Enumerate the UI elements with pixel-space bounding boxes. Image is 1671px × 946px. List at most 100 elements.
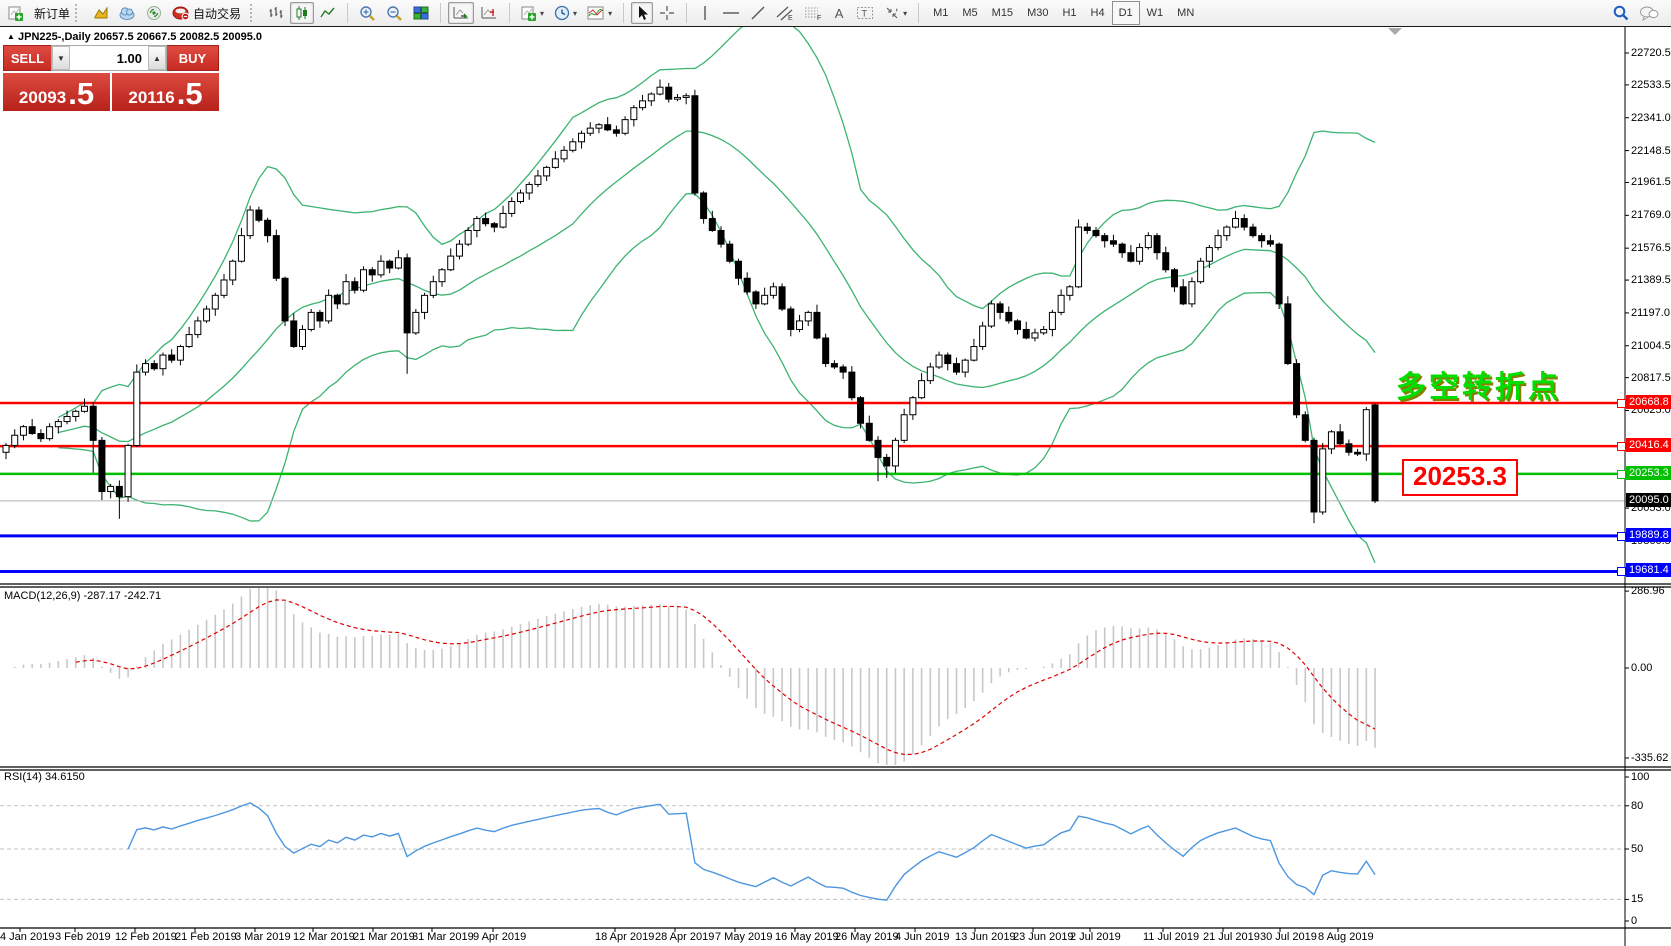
arrows-dropdown[interactable]: ▾ [880, 2, 911, 24]
new-order-label[interactable]: 新订单 [34, 6, 71, 21]
level-connector [1617, 399, 1626, 409]
sell-button[interactable]: SELL [3, 45, 51, 71]
new-order-button[interactable] [4, 2, 28, 24]
candle-body [891, 439, 899, 467]
candle-body [11, 434, 19, 446]
candle-body [1136, 247, 1144, 262]
sell-price[interactable]: 20093 .5 [3, 73, 110, 111]
buy-button[interactable]: BUY [167, 45, 219, 71]
timeframe-D1[interactable]: D1 [1111, 1, 1140, 25]
indicators-dropdown[interactable]: ▾ [583, 2, 616, 24]
date-label: 18 Apr 2019 [595, 931, 655, 943]
zoom-out-button[interactable] [382, 2, 407, 24]
autotrading-button[interactable]: 自动交易 [168, 2, 245, 24]
timeframe-M15[interactable]: M15 [991, 7, 1014, 19]
price-tick-label: 21004.5 [1631, 339, 1671, 352]
volume-increase-button[interactable]: ▲ [148, 46, 166, 70]
candle-body [918, 380, 926, 399]
candle-body [586, 127, 594, 134]
candle-body [1284, 303, 1292, 365]
fibonacci-button[interactable]: F [800, 2, 826, 24]
zoom-in-icon [360, 5, 375, 21]
text-label-button[interactable]: T [852, 2, 878, 24]
date-label: 3 Feb 2019 [55, 931, 111, 943]
volume-decrease-button[interactable]: ▼ [52, 46, 70, 70]
scroll-marker-icon[interactable] [1388, 28, 1402, 35]
candle-body [987, 303, 995, 327]
candle-body [979, 325, 987, 348]
timeframe-M1[interactable]: M1 [933, 7, 949, 19]
candle-body [377, 260, 385, 276]
candle-body [1266, 240, 1274, 245]
candle-body [1301, 414, 1309, 441]
signals-icon [147, 6, 162, 20]
candle-body [682, 95, 690, 98]
price-tick-label: 20817.5 [1631, 371, 1671, 384]
chart-shift-button[interactable] [476, 2, 502, 24]
one-click-trading-panel: SELL ▼ 1.00 ▲ BUY 20093 .5 20116 .5 [3, 45, 219, 111]
timeframe-W1[interactable]: W1 [1146, 7, 1164, 19]
new-chart-dropdown[interactable]: ▾ [517, 2, 548, 24]
chart-title: ▲ JPN225-,Daily 20657.5 20667.5 20082.5 … [7, 31, 262, 43]
candle-body [639, 100, 647, 109]
date-label: 2 Jul 2019 [1070, 931, 1121, 943]
candle-body [1232, 218, 1240, 228]
crosshair-button[interactable] [655, 2, 679, 24]
collapse-triangle-icon[interactable]: ▲ [7, 32, 15, 41]
text-button[interactable]: A [828, 2, 850, 24]
auto-scroll-button[interactable] [448, 2, 475, 24]
vertical-line-button[interactable] [694, 2, 716, 24]
candle-body [1249, 226, 1257, 237]
history-center-button[interactable] [89, 2, 113, 24]
bar-chart-button[interactable] [264, 2, 288, 24]
candle-body [176, 346, 184, 361]
candle-body [194, 320, 202, 336]
line-chart-button[interactable] [316, 2, 340, 24]
trendline-button[interactable] [746, 2, 770, 24]
zoom-in-button[interactable] [355, 2, 380, 24]
candle-body [211, 294, 219, 310]
price-tick-label: 21961.5 [1631, 176, 1671, 189]
periods-dropdown[interactable]: ▾ [550, 2, 581, 24]
cursor-button[interactable] [631, 2, 654, 24]
timeframe-M5[interactable]: M5 [962, 7, 978, 19]
chart-canvas[interactable] [0, 27, 1671, 946]
candle-body [298, 328, 306, 348]
candle-body [961, 359, 969, 373]
candle-body [647, 93, 655, 102]
candle-body [185, 334, 193, 348]
candle-body [54, 421, 62, 428]
candle-body [665, 86, 673, 100]
timeframe-H4[interactable]: H4 [1090, 7, 1105, 19]
candle-body [72, 410, 80, 417]
horizontal-line-button[interactable] [718, 2, 744, 24]
candle-body [1275, 243, 1283, 305]
bollinger-lower-band [58, 193, 1376, 564]
line-chart-icon [320, 7, 335, 18]
level-price-tag[interactable]: 20253.3 [1402, 459, 1518, 496]
volume-input[interactable]: 1.00 [116, 50, 142, 66]
candle-body [150, 363, 158, 370]
chat-icon[interactable] [1639, 5, 1659, 21]
candle-body [246, 209, 254, 237]
timeframe-H1[interactable]: H1 [1062, 7, 1077, 19]
buy-price[interactable]: 20116 .5 [112, 73, 219, 111]
candle-body [46, 426, 54, 440]
bollinger-middle-band [58, 130, 1376, 443]
signals-button[interactable] [142, 2, 166, 24]
timeframe-group: M1 M5 M15 M30 H1 H4 D1 W1 MN [926, 1, 1201, 25]
timeframe-MN[interactable]: MN [1177, 7, 1195, 19]
candle-body [1293, 363, 1301, 416]
candle-body [1240, 218, 1248, 228]
level-connector [1617, 442, 1626, 452]
candle-body [1362, 409, 1370, 455]
tile-windows-button[interactable] [409, 2, 433, 24]
equidistant-channel-button[interactable]: E [772, 2, 798, 24]
date-label: 4 Jun 2019 [895, 931, 950, 943]
search-icon[interactable] [1613, 5, 1629, 21]
timeframe-M30[interactable]: M30 [1027, 7, 1049, 19]
rsi-tick-label: 100 [1631, 771, 1650, 783]
market-button[interactable] [115, 2, 140, 24]
candlestick-chart-button[interactable] [290, 2, 315, 24]
candle-body [508, 201, 516, 214]
